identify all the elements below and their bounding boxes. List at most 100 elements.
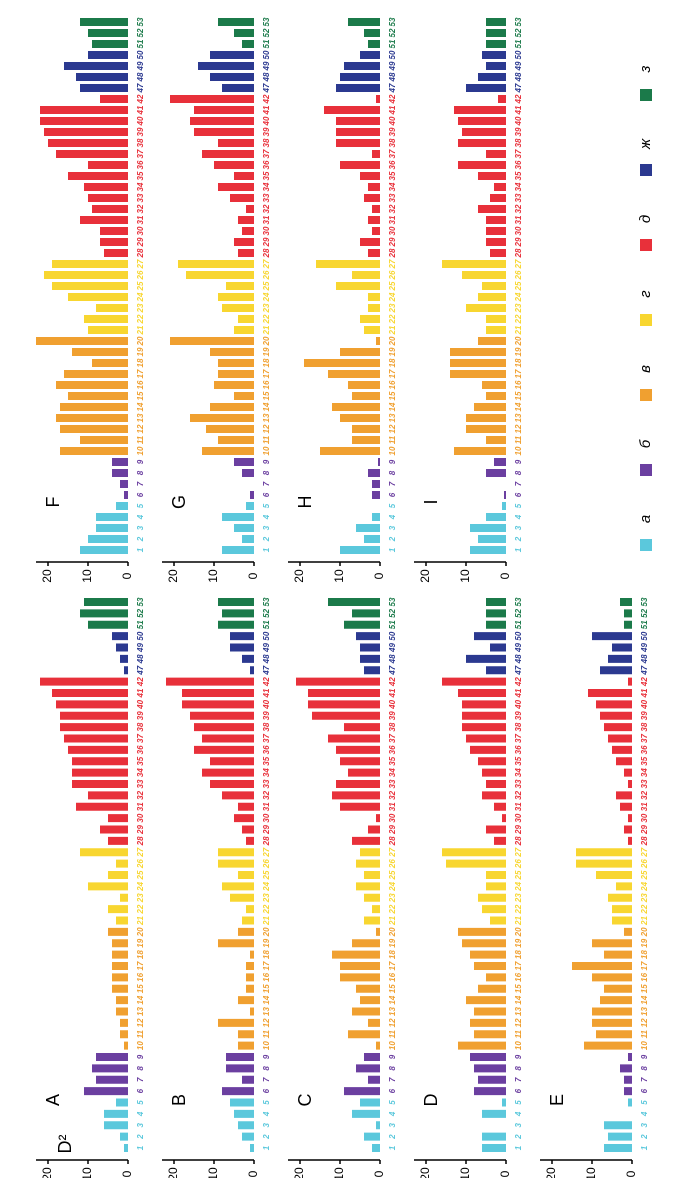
bar bbox=[88, 326, 128, 334]
bar bbox=[344, 62, 380, 70]
x-tick-label: 3 bbox=[514, 1122, 523, 1127]
bar bbox=[352, 392, 380, 400]
x-tick-label: 31 bbox=[388, 215, 397, 224]
x-tick-label: 34 bbox=[514, 182, 523, 191]
bar bbox=[376, 337, 380, 345]
x-tick-label: 53 bbox=[388, 597, 397, 606]
bar bbox=[238, 1041, 254, 1050]
x-tick-label: 29 bbox=[514, 825, 523, 835]
x-tick-label: 39 bbox=[262, 127, 271, 136]
bar bbox=[364, 29, 380, 37]
bar bbox=[40, 106, 128, 114]
legend-label: д bbox=[637, 215, 654, 223]
bar bbox=[340, 546, 380, 554]
x-tick-label: 11 bbox=[514, 435, 523, 444]
bar bbox=[230, 1098, 254, 1107]
y-tick-label: 0 bbox=[372, 572, 386, 579]
x-tick-label: 15 bbox=[388, 391, 397, 400]
bar bbox=[486, 609, 506, 618]
x-tick-label: 16 bbox=[136, 972, 145, 981]
x-tick-label: 40 bbox=[262, 116, 271, 126]
bar bbox=[96, 1053, 128, 1061]
y-tick-label: 10 bbox=[332, 1167, 346, 1178]
x-tick-label: 1 bbox=[514, 547, 523, 552]
x-tick-label: 28 bbox=[262, 836, 271, 846]
x-tick-label: 50 bbox=[136, 50, 145, 59]
bar bbox=[486, 620, 506, 629]
bar bbox=[88, 161, 128, 169]
x-tick-label: 41 bbox=[262, 688, 271, 698]
x-tick-label: 48 bbox=[136, 654, 145, 664]
bar bbox=[234, 458, 254, 466]
bar bbox=[372, 480, 380, 488]
x-tick-label: 41 bbox=[388, 688, 397, 698]
bar bbox=[336, 128, 380, 136]
x-tick-label: 37 bbox=[262, 734, 271, 743]
bar bbox=[572, 962, 632, 970]
bar bbox=[120, 1132, 128, 1141]
bar bbox=[116, 1098, 128, 1107]
x-tick-label: 2 bbox=[262, 536, 271, 542]
bar bbox=[242, 916, 254, 925]
bar bbox=[120, 654, 128, 663]
y-tick-label: 20 bbox=[418, 1167, 432, 1178]
x-tick-label: 7 bbox=[514, 481, 523, 486]
x-tick-label: 9 bbox=[262, 459, 271, 464]
bar bbox=[104, 1121, 128, 1130]
x-tick-label: 31 bbox=[514, 802, 523, 811]
bar bbox=[332, 950, 380, 959]
x-tick-label: 3 bbox=[388, 525, 397, 530]
x-tick-label: 21 bbox=[388, 916, 397, 926]
bar bbox=[178, 260, 254, 268]
bar bbox=[372, 513, 380, 521]
x-tick-label: 2 bbox=[262, 1134, 271, 1140]
x-tick-label: 35 bbox=[514, 171, 523, 180]
legend-swatch bbox=[640, 89, 652, 101]
x-tick-label: 3 bbox=[388, 1122, 397, 1127]
x-tick-label: 9 bbox=[388, 1054, 397, 1059]
legend-label: а bbox=[637, 515, 654, 523]
bar bbox=[218, 359, 254, 367]
bar bbox=[250, 1007, 254, 1016]
x-tick-label: 6 bbox=[262, 492, 271, 497]
x-tick-label: 47 bbox=[262, 83, 271, 93]
bar bbox=[624, 927, 632, 936]
x-tick-label: 30 bbox=[262, 813, 271, 822]
bar bbox=[112, 632, 128, 641]
x-tick-label: 36 bbox=[514, 160, 523, 169]
bar bbox=[324, 106, 380, 114]
x-tick-label: 49 bbox=[388, 61, 397, 71]
bar bbox=[170, 337, 254, 345]
x-tick-label: 15 bbox=[262, 391, 271, 400]
x-tick-label: 4 bbox=[388, 514, 397, 520]
bar bbox=[340, 348, 380, 356]
y-tick-label: 0 bbox=[120, 572, 134, 579]
bar bbox=[348, 1030, 380, 1039]
bar bbox=[482, 1144, 506, 1152]
x-tick-label: 34 bbox=[262, 768, 271, 777]
bar bbox=[222, 513, 254, 521]
x-tick-label: 16 bbox=[136, 380, 145, 389]
bar bbox=[112, 939, 128, 948]
x-tick-label: 17 bbox=[262, 961, 271, 970]
bar bbox=[92, 40, 128, 48]
bar bbox=[202, 734, 254, 743]
x-tick-label: 8 bbox=[136, 1066, 145, 1071]
bar bbox=[478, 757, 506, 766]
bar bbox=[482, 381, 506, 389]
bar bbox=[588, 689, 632, 697]
x-tick-label: 16 bbox=[262, 380, 271, 389]
x-tick-label: 12 bbox=[514, 424, 523, 433]
x-tick-label: 5 bbox=[640, 1100, 649, 1105]
bar bbox=[60, 447, 128, 455]
x-tick-label: 29 bbox=[262, 825, 271, 835]
x-tick-label: 42 bbox=[388, 94, 397, 104]
x-tick-label: 4 bbox=[640, 1111, 649, 1117]
bar bbox=[340, 973, 380, 982]
x-tick-label: 27 bbox=[136, 259, 145, 269]
bar bbox=[88, 791, 128, 800]
x-tick-label: 31 bbox=[388, 802, 397, 811]
bar bbox=[210, 51, 254, 59]
x-tick-label: 12 bbox=[262, 1018, 271, 1027]
bar bbox=[466, 84, 506, 92]
